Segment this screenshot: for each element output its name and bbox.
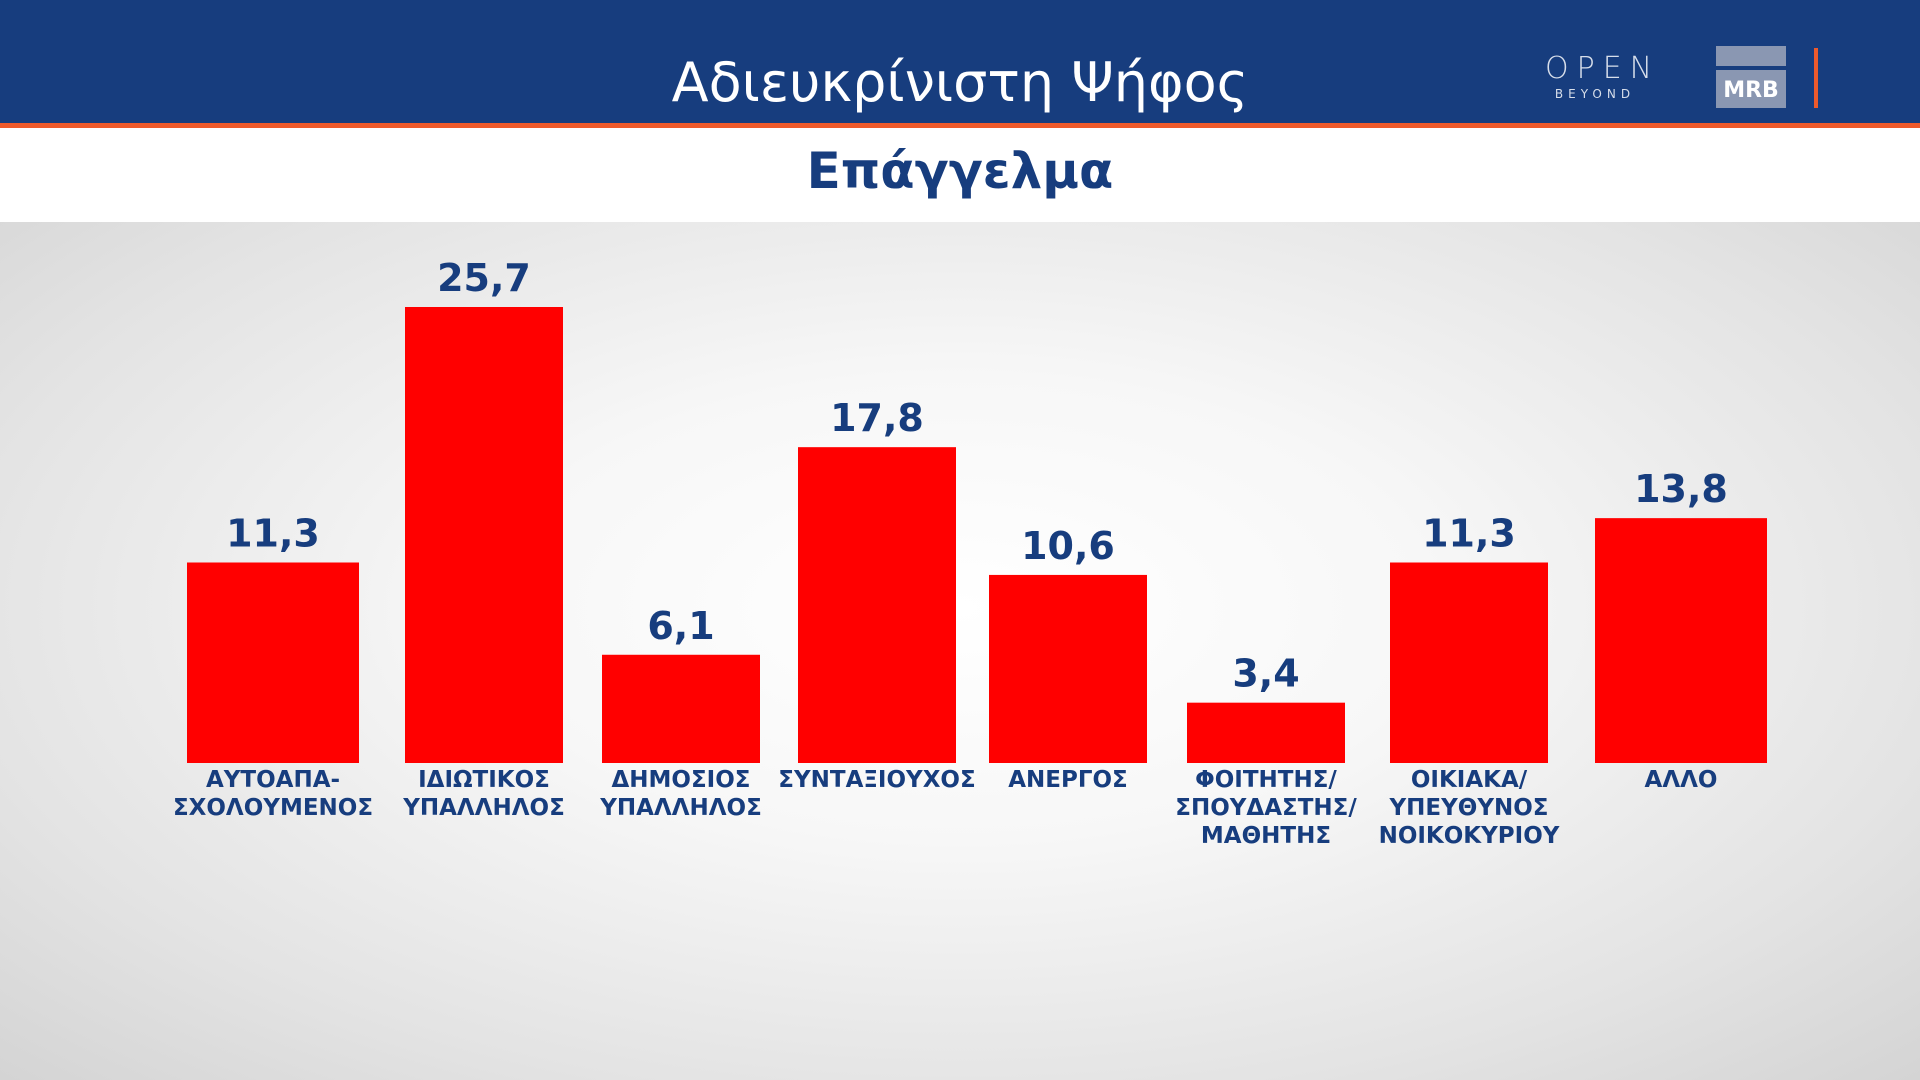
beyond-logo-text: BEYOND	[1554, 87, 1636, 101]
bar	[1595, 518, 1767, 763]
category-label: ΣΥΝΤΑΞΙΟΥΧΟΣ	[778, 767, 975, 793]
category-label: ΑΥΤΟΑΠΑ-ΣΧΟΛΟΥΜΕΝΟΣ	[173, 767, 373, 821]
bar-value-label: 10,6	[1021, 524, 1115, 568]
subtitle-band	[0, 128, 1920, 222]
open-beyond-logo: OPEN BEYOND	[1545, 51, 1661, 102]
open-logo-text: OPEN	[1545, 51, 1661, 86]
category-label: ΑΝΕΡΓΟΣ	[1008, 767, 1128, 793]
mrb-logo: MRB	[1716, 46, 1786, 108]
bar-value-label: 17,8	[830, 396, 924, 440]
bar	[1390, 562, 1548, 763]
bar-value-label: 6,1	[647, 604, 714, 648]
category-label: ΦΟΙΤΗΤΗΣ/ΣΠΟΥΔΑΣΤΗΣ/ΜΑΘΗΤΗΣ	[1175, 767, 1357, 849]
mrb-logo-stripe	[1716, 66, 1786, 70]
bar-value-label: 25,7	[437, 256, 531, 300]
category-label: ΑΛΛΟ	[1645, 767, 1718, 793]
bar	[989, 574, 1147, 763]
header-bar	[0, 0, 1920, 128]
page-title: Αδιευκρίνιστη Ψήφος	[671, 51, 1249, 114]
category-label: ΟΙΚΙΑΚΑ/ΥΠΕΥΘΥΝΟΣ ΝΟΙΚΟΚΥΡΙΟΥ	[1379, 767, 1560, 849]
category-label: ΔΗΜΟΣΙΟΣ ΥΠΑΛΛΗΛΟΣ	[599, 767, 762, 821]
bar	[602, 654, 760, 763]
bar-value-label: 3,4	[1232, 652, 1299, 696]
category-label: ΙΔΙΩΤΙΚΟΣ ΥΠΑΛΛΗΛΟΣ	[402, 767, 565, 821]
bar-value-label: 11,3	[1422, 512, 1516, 556]
bar	[798, 447, 956, 763]
bar	[405, 307, 563, 763]
bar	[1187, 702, 1345, 763]
chart-subtitle: Επάγγελμα	[806, 142, 1114, 200]
bar-value-label: 13,8	[1634, 467, 1728, 511]
bar	[187, 562, 359, 763]
bar-value-label: 11,3	[226, 512, 320, 556]
mrb-logo-text: MRB	[1723, 78, 1779, 103]
orange-divider	[1814, 48, 1818, 108]
